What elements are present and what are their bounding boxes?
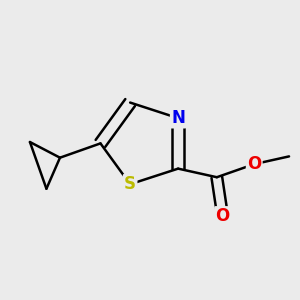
Text: N: N <box>171 109 185 127</box>
Text: S: S <box>124 175 136 193</box>
Text: O: O <box>247 155 261 173</box>
Text: O: O <box>216 207 230 225</box>
